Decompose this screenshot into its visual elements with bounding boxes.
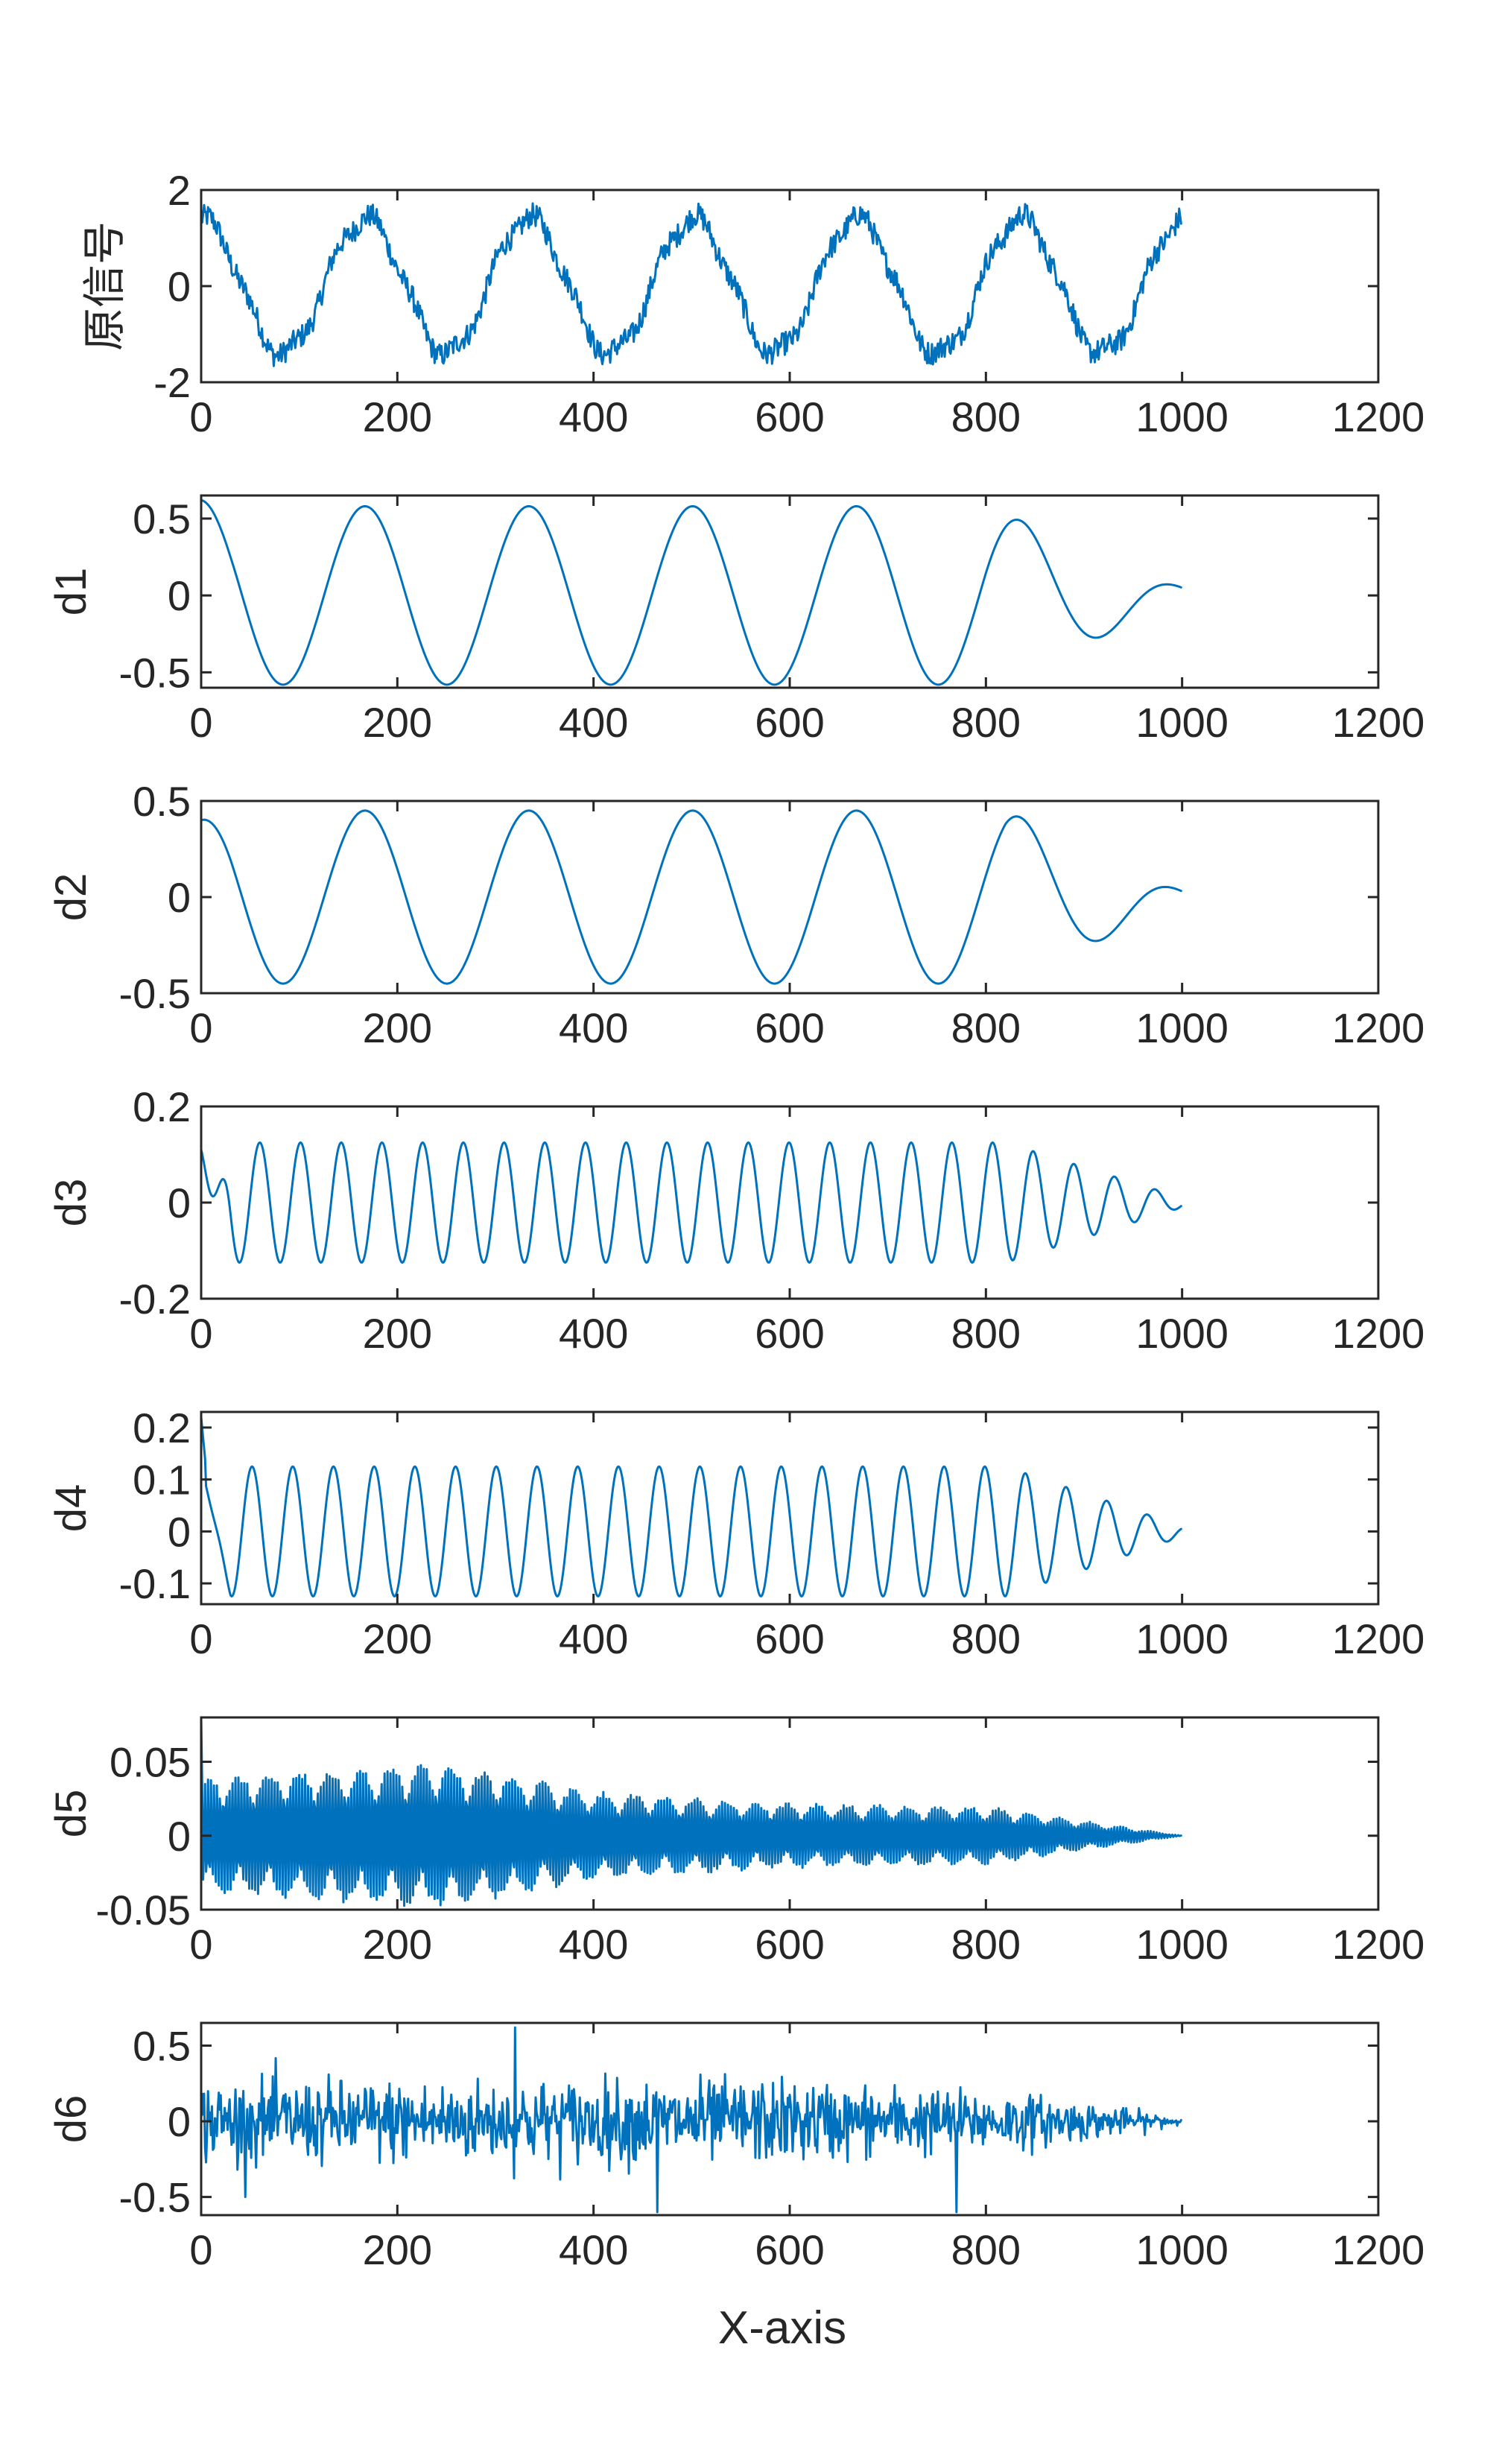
x-tick-label: 1200 — [1332, 699, 1425, 746]
series-line-1 — [201, 202, 1182, 367]
axis-box — [200, 1105, 1380, 1300]
y-tick-label: -0.05 — [95, 1887, 191, 1933]
x-tick-label: 0 — [189, 699, 212, 746]
x-tick-label: 1000 — [1135, 393, 1229, 440]
axis-box — [200, 799, 1380, 995]
x-tick-label: 1200 — [1332, 2226, 1425, 2273]
x-tick-label: 400 — [559, 2226, 628, 2273]
x-tick-label: 600 — [755, 699, 824, 746]
y-tick-label: 0.2 — [133, 1083, 191, 1130]
y-tick-label: 0 — [168, 572, 191, 619]
y-tick-label: -2 — [153, 359, 191, 406]
y-tick-label: 0.5 — [133, 2022, 191, 2069]
y-tick-label: -0.5 — [119, 649, 191, 696]
x-tick-label: 400 — [559, 699, 628, 746]
x-tick-label: 1200 — [1332, 393, 1425, 440]
y-tick-label: -0.5 — [119, 970, 191, 1017]
y-axis-label: d1 — [47, 568, 95, 616]
y-tick-label: 0 — [168, 1813, 191, 1860]
y-tick-label: 0.1 — [133, 1457, 191, 1504]
subplot-7: 0 200 400 600 800 1000 1200 -0.5 0 0.5 d6 — [47, 2021, 1425, 2273]
x-tick-label: 0 — [189, 1310, 212, 1357]
x-tick-label: 200 — [363, 393, 432, 440]
x-tick-label: 800 — [951, 1921, 1021, 1968]
x-tick-label: 1000 — [1135, 2226, 1229, 2273]
x-tick-label: 200 — [363, 1615, 432, 1662]
y-tick-label: -0.1 — [119, 1560, 191, 1607]
x-tick-label: 1200 — [1332, 1004, 1425, 1051]
x-tick-label: 600 — [755, 1310, 824, 1357]
y-tick-label: 0 — [168, 1508, 191, 1555]
subplot-5: 0 200 400 600 800 1000 1200-0.100.10.2d4 — [47, 1404, 1424, 1662]
y-axis-label: d5 — [47, 1790, 95, 1838]
x-tick-label: 1200 — [1332, 1310, 1425, 1357]
y-axis-label: d4 — [47, 1484, 95, 1533]
x-tick-label: 600 — [755, 1004, 824, 1051]
x-tick-label: 0 — [189, 1004, 212, 1051]
x-tick-label: 400 — [559, 1921, 628, 1968]
x-tick-label: 600 — [755, 1615, 824, 1662]
x-tick-label: 800 — [951, 393, 1021, 440]
x-tick-label: 200 — [363, 1004, 432, 1051]
x-tick-label: 200 — [363, 699, 432, 746]
subplot-2: 0 200 400 600 800 1000 1200-0.500.5d1 — [47, 494, 1425, 746]
x-tick-label: 1000 — [1135, 1615, 1229, 1662]
x-tick-label: 1000 — [1135, 699, 1229, 746]
y-tick-label: 0.5 — [133, 495, 191, 542]
x-tick-label: 800 — [951, 1615, 1021, 1662]
y-tick-label: -0.5 — [119, 2174, 191, 2221]
y-tick-label: 0.2 — [133, 1404, 191, 1451]
y-axis-label: 原信号 — [80, 221, 129, 351]
x-tick-label: 800 — [951, 2226, 1021, 2273]
x-tick-label: 200 — [363, 1921, 432, 1968]
y-tick-label: 0 — [168, 263, 191, 310]
y-tick-label: -0.2 — [119, 1276, 191, 1323]
x-tick-label: 800 — [951, 699, 1021, 746]
x-tick-label: 0 — [189, 2226, 212, 2273]
x-tick-label: 1000 — [1135, 1004, 1229, 1051]
y-axis-label: d6 — [47, 2095, 95, 2144]
x-tick-label: 600 — [755, 1921, 824, 1968]
series-line-2 — [201, 498, 1182, 686]
series-line-4 — [201, 1141, 1182, 1264]
y-tick-label: 0.5 — [133, 778, 191, 825]
x-tick-label: 800 — [951, 1004, 1021, 1051]
y-tick-label: 0 — [168, 874, 191, 921]
y-tick-label: 0 — [168, 1179, 191, 1226]
series-line-6 — [201, 1717, 1182, 1907]
x-tick-label: 600 — [755, 393, 824, 440]
series-line-7 — [201, 2026, 1182, 2214]
x-tick-label: 400 — [559, 1310, 628, 1357]
x-tick-label: 800 — [951, 1310, 1021, 1357]
x-tick-label: 0 — [189, 393, 212, 440]
x-tick-label: 1000 — [1135, 1921, 1229, 1968]
axis-box — [200, 494, 1380, 689]
series-line-5 — [201, 1416, 1182, 1598]
x-tick-label: 600 — [755, 2226, 824, 2273]
subplot-3: 0 200 400 600 800 1000 1200-0.500.5d2 — [47, 778, 1424, 1051]
subplot-4: 0 200 400 600 800 1000 1200-0.200.2d3 — [47, 1083, 1424, 1357]
axis-box — [200, 2021, 1380, 2217]
x-tick-label: 400 — [559, 393, 628, 440]
y-axis-label: d3 — [47, 1179, 95, 1227]
x-tick-label: 1200 — [1332, 1615, 1425, 1662]
x-tick-label: 200 — [363, 1310, 432, 1357]
series-line-3 — [201, 809, 1182, 985]
x-tick-label: 0 — [189, 1921, 212, 1968]
x-axis-label: X-axis — [718, 2302, 846, 2354]
x-tick-label: 400 — [559, 1004, 628, 1051]
x-tick-label: 400 — [559, 1615, 628, 1662]
y-tick-label: 2 — [168, 167, 191, 214]
y-tick-label: 0 — [168, 2098, 191, 2145]
x-tick-label: 1200 — [1332, 1921, 1425, 1968]
x-tick-label: 200 — [363, 2226, 432, 2273]
x-tick-label: 1000 — [1135, 1310, 1229, 1357]
y-tick-label: 0.05 — [110, 1739, 191, 1786]
x-tick-label: 0 — [189, 1615, 212, 1662]
y-axis-label: d2 — [47, 873, 95, 922]
